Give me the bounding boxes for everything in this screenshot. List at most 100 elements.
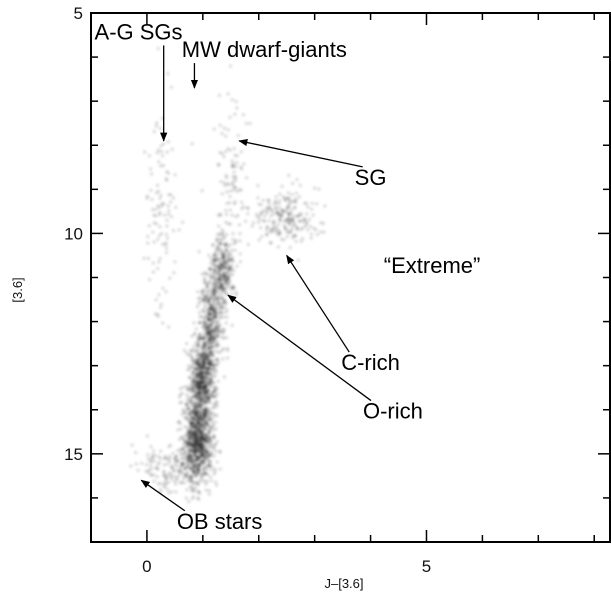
density-point	[174, 490, 178, 494]
density-point	[173, 475, 177, 479]
density-point	[161, 163, 165, 167]
density-point	[311, 213, 315, 217]
density-point	[206, 450, 210, 454]
density-point	[156, 237, 160, 242]
density-point	[201, 425, 205, 429]
density-point	[160, 232, 164, 236]
density-point	[186, 443, 190, 447]
density-point	[224, 262, 228, 266]
density-point	[219, 261, 223, 265]
density-point	[190, 334, 194, 338]
density-point	[162, 463, 166, 467]
density-point	[293, 205, 297, 209]
density-point	[185, 342, 189, 346]
density-point	[199, 392, 203, 396]
density-point	[169, 200, 173, 204]
density-point	[168, 454, 172, 458]
density-point	[187, 406, 191, 410]
density-point	[210, 315, 214, 319]
density-point	[212, 406, 216, 410]
density-point	[203, 449, 207, 453]
density-point	[306, 205, 310, 209]
density-point	[200, 308, 204, 312]
density-point	[176, 428, 180, 432]
density-point	[199, 405, 203, 409]
density-point	[180, 461, 184, 465]
density-point	[192, 425, 196, 429]
density-point	[263, 214, 267, 218]
annotation-arrow	[140, 479, 186, 512]
density-point	[165, 251, 169, 255]
density-point	[190, 390, 194, 394]
density-point	[219, 304, 223, 308]
density-point	[151, 270, 155, 274]
density-point	[187, 412, 191, 416]
density-point	[197, 442, 201, 446]
density-point	[222, 315, 226, 319]
density-point	[165, 224, 169, 228]
density-point	[233, 185, 237, 189]
density-point	[196, 356, 200, 361]
density-point	[172, 469, 176, 473]
density-point	[217, 277, 221, 281]
density-point	[271, 212, 275, 216]
density-point	[189, 455, 193, 459]
density-point	[192, 345, 196, 349]
density-point	[155, 151, 159, 155]
density-point	[201, 467, 206, 471]
density-point	[200, 451, 204, 455]
density-point	[170, 214, 174, 219]
density-point	[218, 449, 222, 453]
density-point	[225, 346, 229, 351]
density-point	[291, 219, 295, 223]
density-point	[166, 204, 170, 208]
density-point	[212, 299, 216, 304]
density-point	[198, 387, 202, 391]
density-point	[164, 481, 168, 485]
density-point	[290, 226, 294, 230]
density-point	[203, 464, 207, 468]
density-point	[156, 482, 161, 486]
density-point	[187, 437, 191, 441]
density-point	[269, 214, 273, 218]
density-point	[160, 150, 164, 154]
density-point	[200, 289, 204, 294]
density-point	[156, 266, 160, 271]
density-point	[209, 322, 213, 326]
density-point	[155, 222, 159, 226]
density-point	[225, 308, 229, 312]
density-point	[222, 236, 226, 240]
density-point	[208, 430, 212, 434]
density-point	[302, 217, 306, 221]
density-point	[221, 310, 225, 314]
density-point	[203, 306, 207, 310]
density-point	[173, 479, 177, 483]
density-point	[184, 454, 188, 458]
density-point	[190, 459, 194, 463]
density-point	[268, 206, 272, 210]
density-point	[191, 358, 195, 362]
density-point	[189, 396, 193, 400]
density-point	[203, 418, 207, 422]
annotation-label: OB stars	[177, 509, 263, 534]
density-point	[211, 375, 216, 379]
density-point	[130, 443, 134, 447]
density-point	[224, 241, 228, 245]
density-point	[194, 486, 198, 490]
density-point	[186, 456, 190, 460]
density-point	[212, 292, 216, 296]
density-point	[237, 188, 241, 192]
density-point	[156, 183, 160, 187]
density-point	[209, 475, 213, 479]
density-point	[203, 321, 207, 326]
density-point	[209, 375, 213, 380]
density-point	[209, 371, 213, 376]
density-point	[184, 402, 188, 406]
density-point	[203, 479, 207, 483]
density-point	[224, 220, 228, 224]
density-point	[211, 318, 215, 323]
density-point	[218, 251, 222, 255]
density-point	[322, 230, 326, 234]
density-point	[214, 253, 219, 257]
density-point	[207, 253, 211, 257]
